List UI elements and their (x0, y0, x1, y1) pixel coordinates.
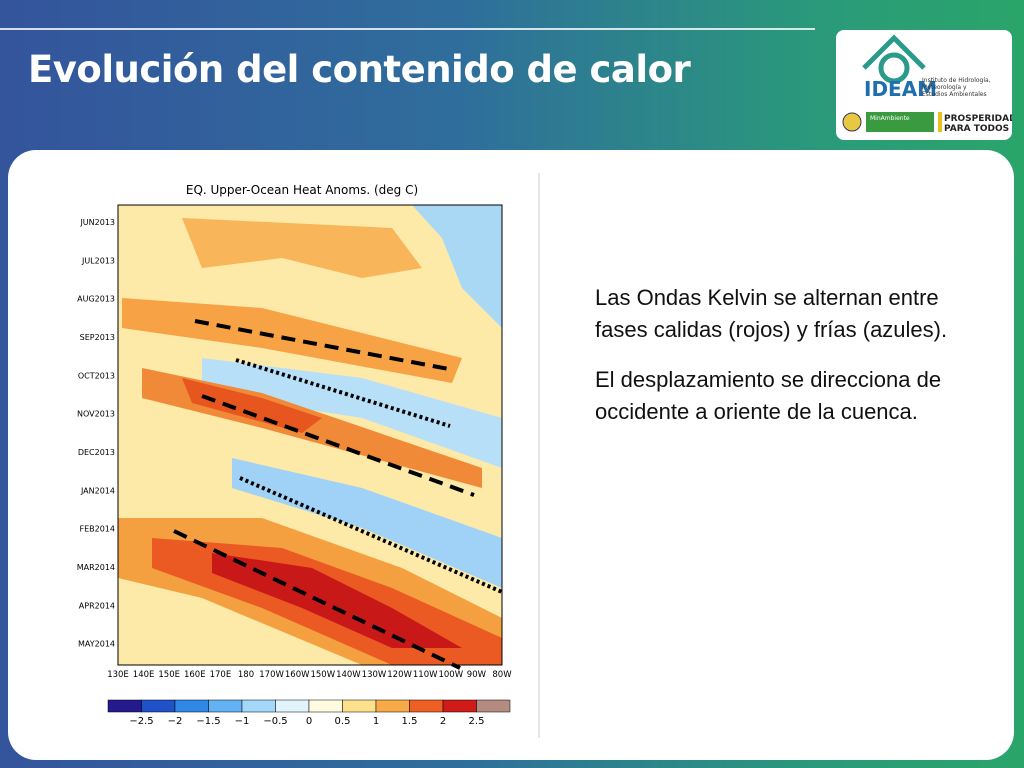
figure-title: EQ. Upper-Ocean Heat Anoms. (deg C) (186, 183, 418, 197)
x-label: 120W (387, 670, 412, 680)
x-label: 150E (158, 670, 180, 680)
slide-title: Evolución del contenido de calor (28, 48, 691, 91)
x-label: 170W (259, 670, 284, 680)
colorbar-swatch (409, 699, 444, 713)
logo-shield (842, 112, 862, 132)
colorbar-swatch (208, 699, 243, 713)
y-label: SEP2013 (80, 333, 115, 342)
field-cool (412, 205, 502, 328)
y-label: AUG2013 (77, 295, 115, 304)
colorbar-label: −0.5 (263, 716, 287, 727)
y-label: OCT2013 (78, 371, 115, 380)
colorbar-swatch (476, 699, 511, 713)
logo-slogan: PARA TODOS (944, 124, 1009, 134)
x-label: 160E (184, 670, 206, 680)
logo-institute: Estudios Ambientales (922, 91, 987, 98)
description: Las Ondas Kelvin se alternan entre fases… (595, 282, 970, 446)
field-hot (182, 378, 322, 433)
colorbar-swatch (342, 699, 377, 713)
colorbar-swatch (375, 699, 410, 713)
colorbar-label: 1.5 (402, 716, 418, 727)
logo-institute: Instituto de Hidrología, (922, 77, 991, 84)
x-label: 80W (492, 670, 512, 680)
x-label: 100W (438, 670, 463, 680)
logo-institute: Meteorología y (922, 84, 967, 91)
x-label: 130E (107, 670, 129, 680)
paragraph: Las Ondas Kelvin se alternan entre fases… (595, 285, 948, 342)
colorbar-label: 2.5 (469, 716, 485, 727)
colorbar-swatch (174, 699, 209, 713)
y-label: APR2014 (79, 601, 115, 610)
paragraph: El desplazamiento se direcciona de occid… (595, 367, 942, 424)
field-cool (232, 458, 502, 588)
x-label: 110W (413, 670, 438, 680)
colorbar-label: −1.5 (196, 716, 220, 727)
colorbar-swatch (308, 699, 343, 713)
colorbar-swatch (241, 699, 276, 713)
figure: EQ. Upper-Ocean Heat Anoms. (deg C) JUN2… (68, 170, 540, 740)
field-cool (202, 358, 502, 468)
header-rule (0, 28, 815, 30)
warm-wave (173, 529, 461, 670)
colorbar-label: 0.5 (335, 716, 351, 727)
y-label: JUL2013 (81, 256, 115, 265)
colorbar-label: 1 (373, 716, 379, 727)
field-warm (182, 218, 422, 278)
logo-ministry-box (866, 112, 934, 132)
y-label: MAY2014 (78, 640, 115, 649)
logo: IDEAM Instituto de Hidrología, Meteorolo… (836, 30, 1017, 140)
plot-frame (117, 204, 503, 666)
colorbar-swatch (141, 699, 176, 713)
logo-roof (862, 34, 926, 70)
y-label: MAR2014 (77, 563, 115, 572)
x-label: 160W (285, 670, 310, 680)
heat-map (117, 204, 503, 670)
y-label: NOV2013 (77, 410, 115, 419)
colorbar-label: −2.5 (129, 716, 153, 727)
colorbar-label: −2 (168, 716, 183, 727)
field-hot (212, 553, 462, 648)
colorbar-swatch (275, 699, 310, 713)
y-label: DEC2013 (78, 448, 115, 457)
x-label: 130W (362, 670, 387, 680)
colorbar-label: 2 (440, 716, 446, 727)
x-label: 180 (238, 670, 254, 680)
warm-wave (201, 394, 475, 497)
logo-graphic: IDEAM Instituto de Hidrología, Meteorolo… (842, 34, 1017, 134)
logo-ministry: MinAmbiente (870, 115, 910, 122)
logo-flag (938, 112, 942, 132)
x-label: 150W (310, 670, 335, 680)
colorbar-label: −1 (235, 716, 250, 727)
x-label: 90W (467, 670, 487, 680)
x-label: 170E (210, 670, 232, 680)
logo-slogan: PROSPERIDAD (944, 114, 1012, 124)
colorbar-swatch (442, 699, 477, 713)
logo-name: IDEAM (864, 77, 937, 101)
y-label: JUN2013 (79, 218, 115, 227)
x-label: 140E (133, 670, 155, 680)
y-label: JAN2014 (80, 486, 115, 495)
x-label: 140W (336, 670, 361, 680)
colorbar-label: 0 (306, 716, 312, 727)
cold-wave (235, 358, 451, 428)
logo-swirl (878, 52, 910, 84)
y-label: FEB2014 (79, 525, 115, 534)
colorbar-swatch (107, 699, 142, 713)
